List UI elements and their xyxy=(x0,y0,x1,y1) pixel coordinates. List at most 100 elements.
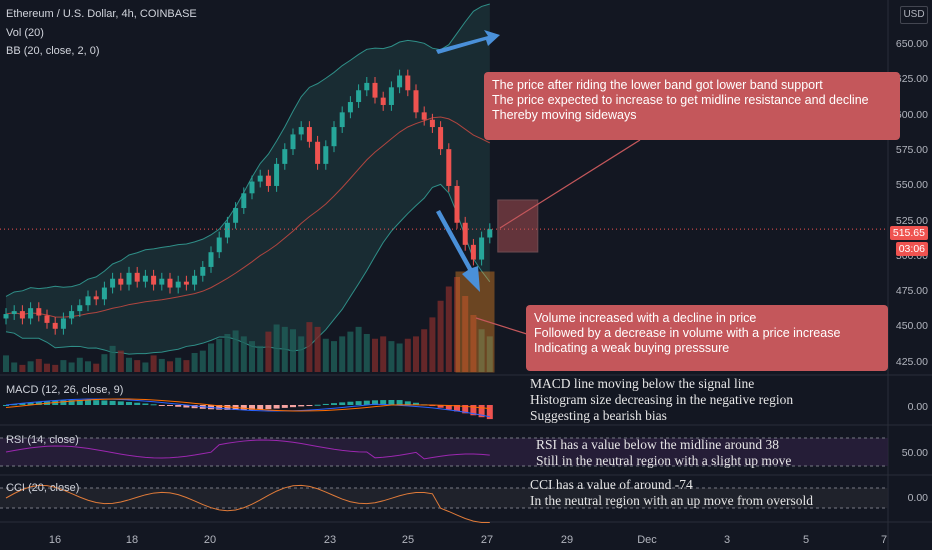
macd-histogram-bar xyxy=(126,402,132,405)
macd-histogram-bar xyxy=(388,400,395,405)
macd-histogram-bar xyxy=(134,402,141,405)
macd-histogram-bar xyxy=(35,401,42,405)
macd-histogram-bar xyxy=(347,401,354,405)
volume-bar xyxy=(347,331,354,372)
candle-body xyxy=(175,281,181,288)
candle-body xyxy=(323,146,329,164)
macd-histogram-bar xyxy=(257,405,264,410)
candle-body xyxy=(151,275,157,285)
macd-histogram-bar xyxy=(363,400,370,405)
volume-bar xyxy=(27,361,34,372)
candle-body xyxy=(438,127,444,150)
volume-bar xyxy=(290,329,296,372)
candle-body xyxy=(282,149,288,164)
macd-axis-label: 0.00 xyxy=(907,401,928,413)
note-line: Suggesting a bearish bias xyxy=(530,408,667,423)
note-line: The price after riding the lower band go… xyxy=(492,78,823,92)
candle-body xyxy=(364,82,370,91)
volume-bar xyxy=(208,343,214,372)
volume-bar xyxy=(175,357,182,372)
macd-label[interactable]: MACD (12, 26, close, 9) xyxy=(6,384,124,396)
volume-bar xyxy=(3,355,9,372)
macd-histogram-bar xyxy=(93,400,100,405)
volume-bar xyxy=(44,363,50,372)
note-line: Indicating a weak buying presssure xyxy=(534,341,730,355)
note-line: In the neutral region with an up move fr… xyxy=(530,493,814,508)
bollinger-upper-line xyxy=(5,3,490,297)
macd-line xyxy=(5,398,490,418)
volume-bar xyxy=(68,362,75,372)
price-axis-tick: 575.00 xyxy=(895,143,928,156)
macd-histogram-bar xyxy=(273,405,280,409)
volume-bar xyxy=(339,336,346,372)
macd-histogram-bar xyxy=(101,400,108,405)
macd-histogram-bar xyxy=(142,403,149,405)
macd-histogram-bar xyxy=(11,404,18,406)
candle-body xyxy=(429,119,435,128)
macd-histogram-bar xyxy=(158,405,165,406)
macd-histogram-bar xyxy=(404,401,411,405)
note-connector xyxy=(475,317,531,336)
candle-body xyxy=(200,266,206,276)
volume-bar xyxy=(322,338,329,372)
candle-body xyxy=(454,185,460,223)
volume-bar xyxy=(109,345,116,372)
candle-body xyxy=(44,315,50,323)
candle-body xyxy=(397,75,403,88)
note-connector xyxy=(499,139,641,229)
candle-body xyxy=(241,193,247,209)
macd-histogram-bar xyxy=(109,400,116,405)
rsi-label[interactable]: RSI (14, close) xyxy=(6,434,79,446)
macd-histogram-bar xyxy=(322,403,329,405)
candle-body xyxy=(306,127,312,142)
cci-line xyxy=(5,484,490,524)
macd-histogram-bar xyxy=(396,400,403,405)
cci-label[interactable]: CCI (20, close) xyxy=(6,482,80,494)
candle-body xyxy=(413,90,419,113)
candle-body xyxy=(339,112,345,128)
price-axis-tick: 650.00 xyxy=(895,38,928,50)
candle-body xyxy=(60,318,66,329)
candle-body xyxy=(216,237,222,253)
macd-histogram-bar xyxy=(372,400,378,405)
date-axis-tick: 7 xyxy=(880,534,888,546)
currency-button[interactable]: USD xyxy=(900,6,928,24)
macd-histogram-bar xyxy=(216,405,223,410)
price-axis-tick: 600.00 xyxy=(895,108,928,121)
volume-bar xyxy=(298,336,305,372)
volume-bar xyxy=(11,362,18,372)
candle-body xyxy=(159,278,165,285)
volume-bar xyxy=(265,331,272,372)
volume-bar xyxy=(486,336,493,372)
macd-histogram-bar xyxy=(339,402,346,405)
candle-body xyxy=(52,322,58,329)
candle-body xyxy=(110,278,116,288)
volume-bar xyxy=(404,338,411,372)
note-line: Volume increased with a decline in price xyxy=(534,311,757,325)
volume-bar xyxy=(101,354,108,372)
volume-bar xyxy=(76,357,83,372)
candle-body xyxy=(233,208,239,223)
candle-body xyxy=(331,127,337,147)
date-axis-tick: 20 xyxy=(203,534,217,546)
candle-body xyxy=(257,175,263,182)
volume-indicator-label[interactable]: Vol (20) xyxy=(6,27,44,39)
macd-histogram-bar xyxy=(60,400,67,405)
bollinger-indicator-label[interactable]: BB (20, close, 2, 0) xyxy=(6,45,100,57)
macd-histogram-bar xyxy=(167,405,173,406)
volume-note: Volume increased with a decline in price… xyxy=(526,305,888,371)
candle-body xyxy=(192,275,198,285)
candle-body xyxy=(249,181,255,194)
candle-body xyxy=(77,305,83,312)
macd-histogram-bar xyxy=(380,400,387,405)
candle-body xyxy=(167,278,173,288)
volume-bar xyxy=(413,336,419,372)
macd-histogram-bar xyxy=(290,405,296,408)
decline-arrow-icon xyxy=(436,210,480,292)
current-price-tag: 515.65 xyxy=(889,226,928,240)
volume-bar xyxy=(372,338,378,372)
volume-bar xyxy=(142,362,149,372)
volume-bar xyxy=(396,343,403,372)
volume-bar xyxy=(380,336,387,372)
